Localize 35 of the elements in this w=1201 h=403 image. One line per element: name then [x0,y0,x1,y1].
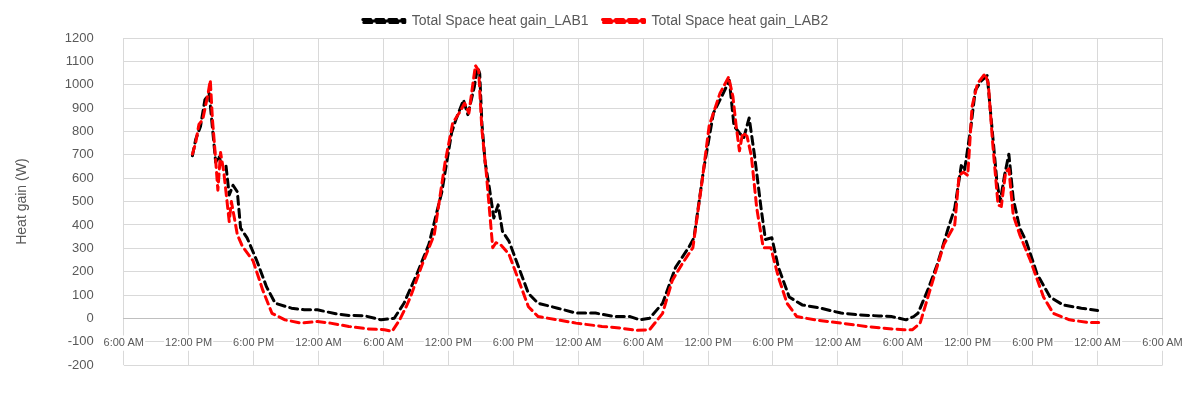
y-tick-label: 500 [72,193,94,209]
y-tick-label: 1200 [64,29,94,45]
x-tick-label: 12:00 PM [684,336,732,349]
x-tick-label: 6:00 PM [1012,336,1054,349]
y-tick-label: 200 [72,263,94,279]
y-tick-label: 300 [72,239,94,255]
x-tick-label: 6:00 PM [492,336,534,349]
x-tick-label: 6:00 PM [233,336,275,349]
x-tick-label: 12:00 PM [165,336,213,349]
x-tick-label: 6:00 AM [882,336,923,349]
x-tick-label: 12:00 PM [944,336,992,349]
y-tick-label: 1000 [64,76,94,92]
legend-label: Total Space heat gain_LAB1 [411,11,589,28]
legend-label: Total Space heat gain_LAB2 [651,11,829,28]
y-tick-label: 700 [72,146,94,162]
y-axis-title: Heat gain (W) [13,158,30,245]
x-tick-label: 6:00 AM [103,336,144,349]
y-tick-label: 400 [72,216,94,232]
y-tick-label: -100 [67,333,94,349]
x-tick-label: 12:00 PM [424,336,472,349]
y-tick-label: -200 [67,356,94,372]
x-tick-label: 6:00 PM [752,336,794,349]
x-tick-label: 6:00 AM [622,336,664,349]
y-tick-label: 100 [72,286,94,302]
y-tick-label: 0 [86,310,94,326]
x-tick-label: 12:00 AM [1074,336,1121,349]
y-tick-label: 900 [72,99,94,115]
x-tick-label: 6:00 AM [363,336,404,349]
x-tick-label: 6:00 AM [1142,336,1183,349]
x-tick-label: 12:00 AM [295,336,342,349]
x-tick-label: 12:00 AM [554,336,602,349]
x-tick-label: 12:00 AM [814,336,862,349]
y-tick-label: 1100 [65,52,94,68]
y-tick-label: 600 [72,169,94,185]
y-tick-label: 800 [72,123,94,139]
